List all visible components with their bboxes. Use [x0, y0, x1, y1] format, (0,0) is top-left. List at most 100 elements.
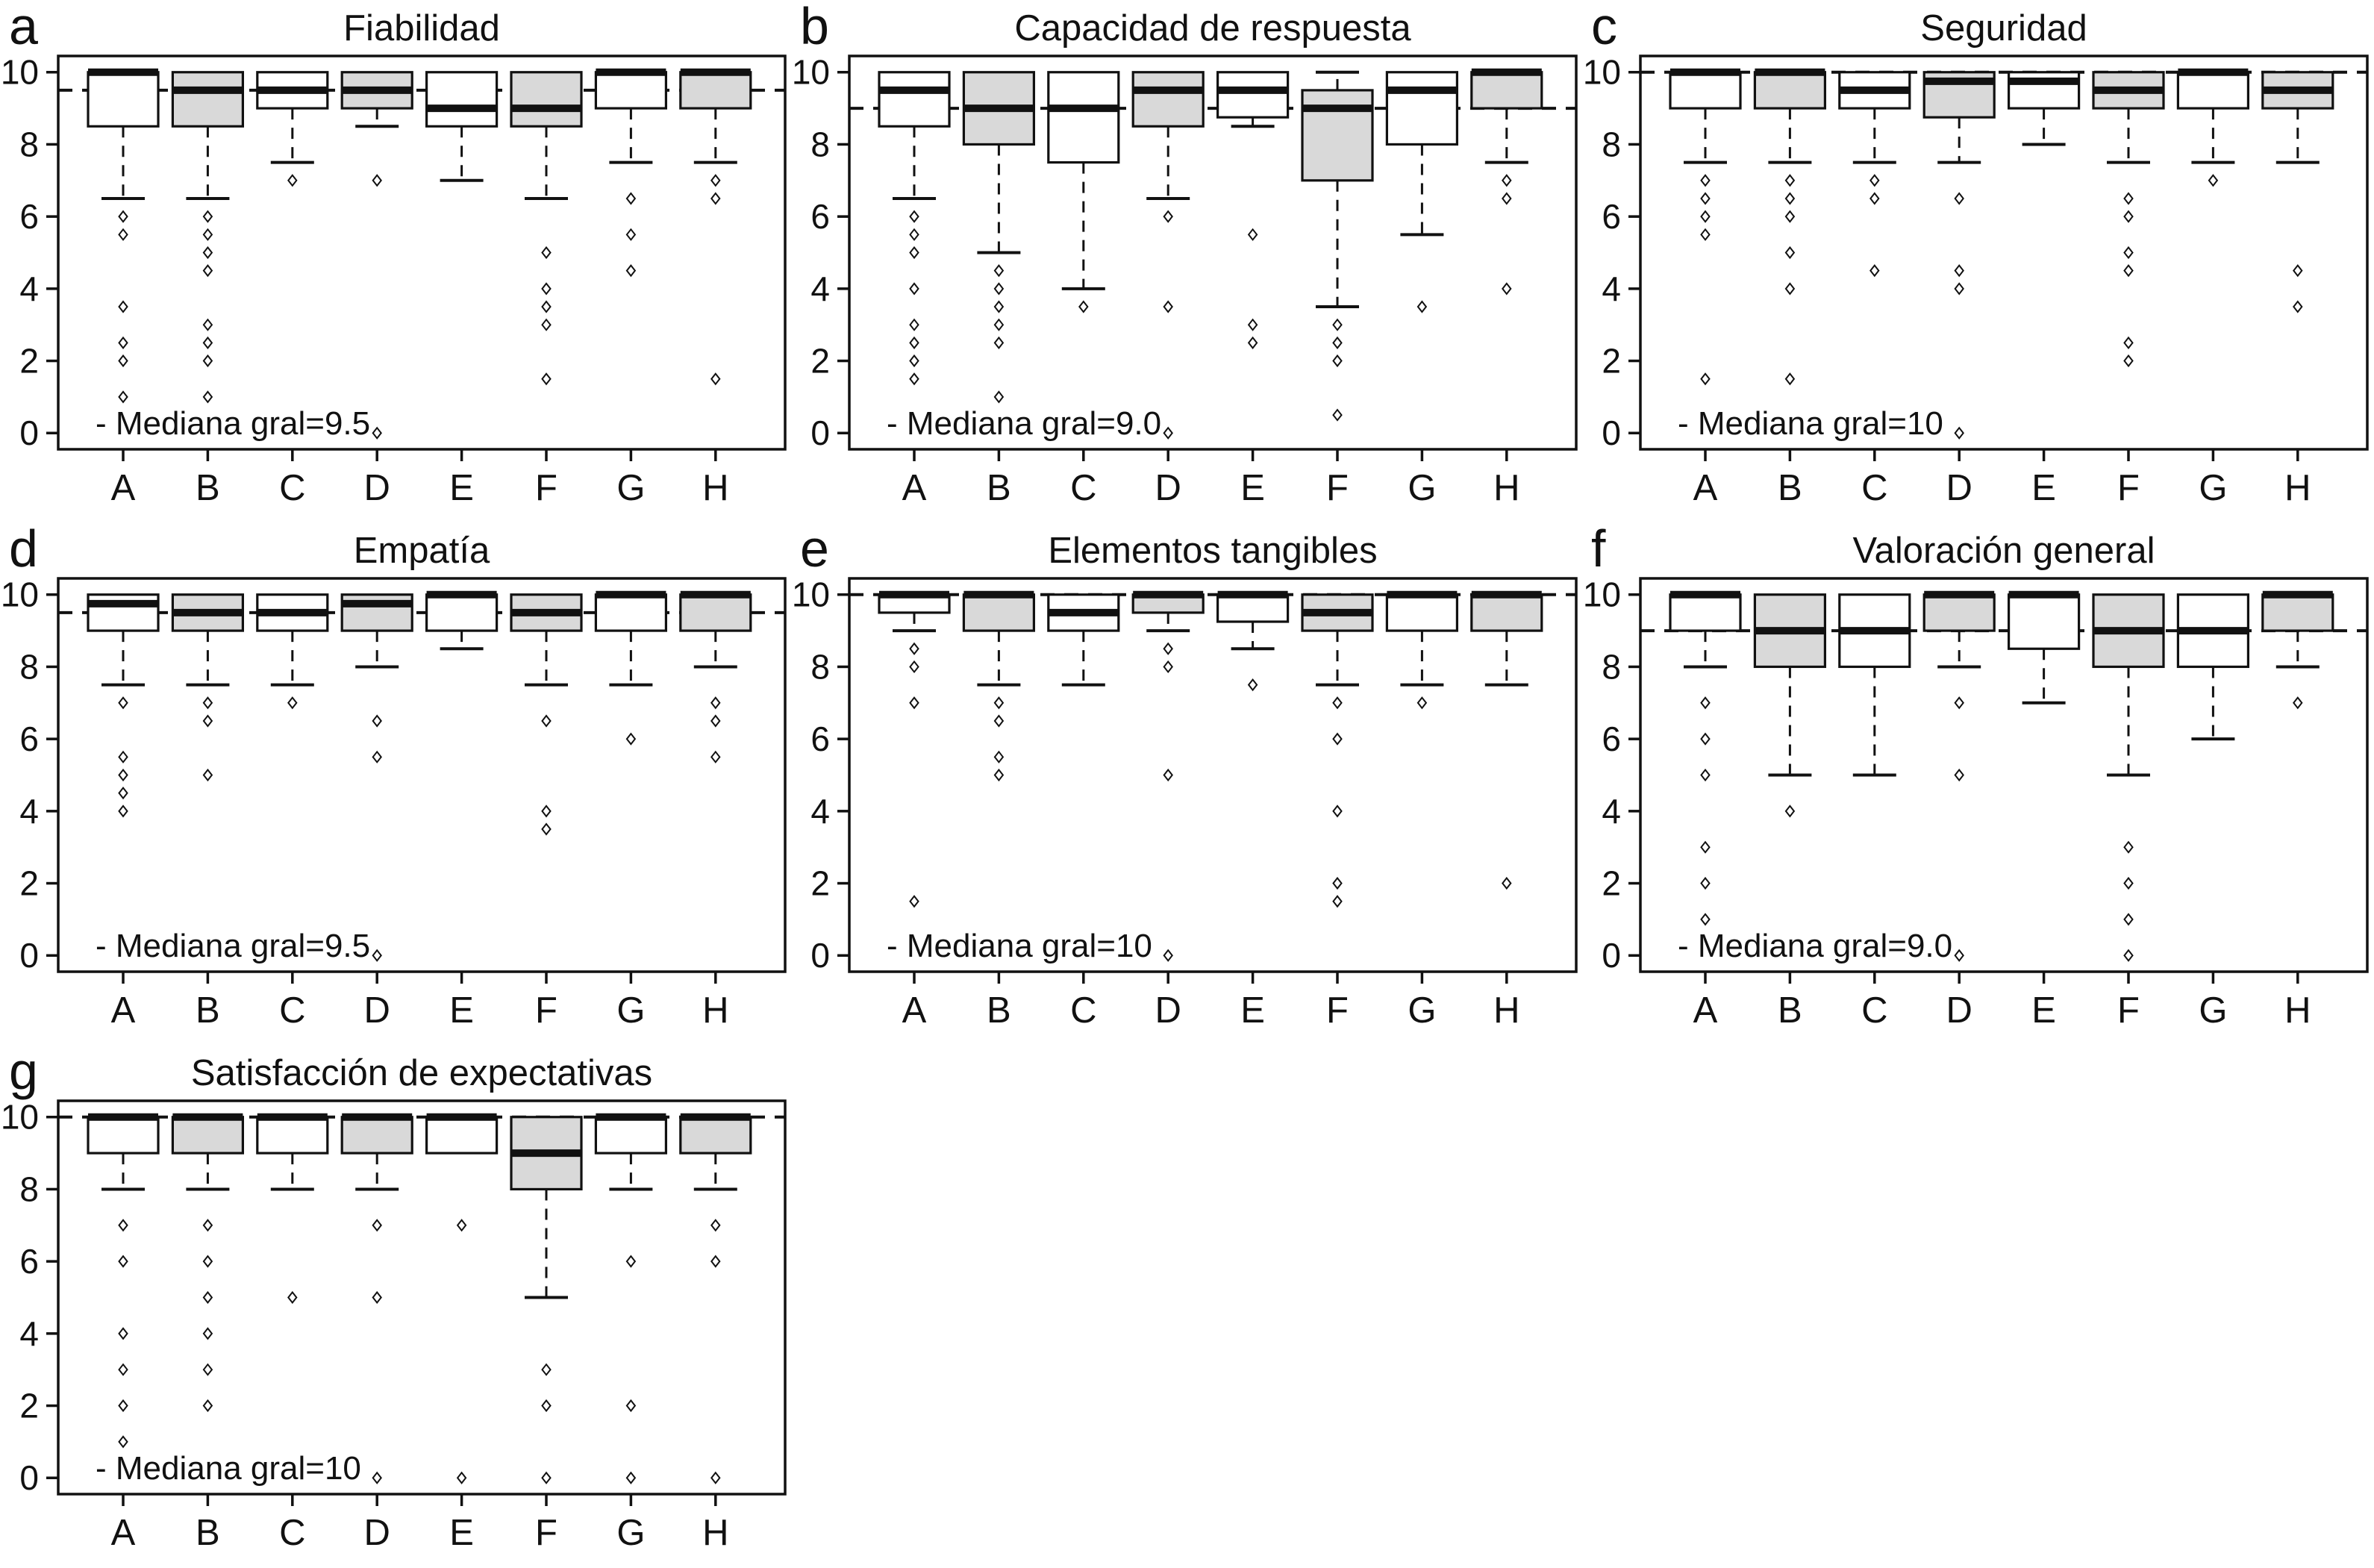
- boxplot-chart: 0 2 4 6 8 10 A B C D E F G H - Mediana gral=10: [1583, 53, 2369, 508]
- svg-text:0: 0: [19, 936, 39, 975]
- svg-text:D: D: [1946, 468, 1972, 508]
- svg-text:4: 4: [19, 1314, 39, 1353]
- svg-text:E: E: [449, 990, 474, 1031]
- boxplot-chart: 0 2 4 6 8 10 A B C D E F G H - Mediana gral=9.5: [1, 53, 787, 508]
- svg-text:A: A: [902, 468, 927, 508]
- svg-text:D: D: [1155, 990, 1181, 1031]
- svg-text:0: 0: [1602, 936, 1621, 975]
- svg-text:2: 2: [19, 1387, 39, 1425]
- svg-text:C: C: [279, 468, 305, 508]
- svg-text:0: 0: [810, 413, 830, 452]
- panel-e-elementos-tangibles: e Elementos tangibles 0 2 4 6 8 10 A B C D E F G H - M…: [791, 522, 1582, 1045]
- svg-text:10: 10: [1, 575, 39, 614]
- svg-text:E: E: [1240, 468, 1265, 508]
- svg-text:- Mediana gral=10: - Mediana gral=10: [1678, 405, 1943, 442]
- panel-title: Capacidad de respuesta: [1014, 8, 1411, 49]
- svg-text:H: H: [702, 1513, 728, 1553]
- panel-c-seguridad: c Seguridad 0 2 4 6 8 10 A B C D E F G H - Mediana gra…: [1582, 0, 2374, 522]
- svg-text:8: 8: [19, 1169, 39, 1208]
- svg-text:B: B: [196, 1513, 220, 1553]
- panel-letter: c: [1591, 0, 1617, 55]
- boxplot-chart: 0 2 4 6 8 10 A B C D E F G H - Mediana gral=10: [1, 1098, 787, 1553]
- svg-text:G: G: [1408, 468, 1436, 508]
- svg-text:F: F: [1326, 468, 1349, 508]
- svg-text:D: D: [364, 990, 390, 1031]
- svg-text:2: 2: [1602, 864, 1621, 903]
- svg-text:6: 6: [1602, 197, 1621, 236]
- svg-text:G: G: [616, 468, 645, 508]
- svg-text:6: 6: [810, 719, 830, 758]
- panel-title: Elementos tangibles: [1048, 531, 1378, 571]
- svg-text:10: 10: [1583, 53, 1621, 92]
- svg-text:F: F: [535, 468, 557, 508]
- svg-text:8: 8: [19, 125, 39, 163]
- svg-text:8: 8: [1602, 125, 1621, 163]
- svg-text:4: 4: [1602, 792, 1621, 831]
- boxplot-chart: 0 2 4 6 8 10 A B C D E F G H - Mediana gral=10: [792, 575, 1578, 1031]
- panel-letter: e: [800, 519, 829, 578]
- svg-text:6: 6: [19, 1242, 39, 1281]
- svg-text:4: 4: [810, 269, 830, 308]
- svg-text:0: 0: [810, 936, 830, 975]
- svg-text:- Mediana gral=9.5: - Mediana gral=9.5: [96, 928, 370, 964]
- svg-text:F: F: [535, 990, 557, 1031]
- empty-cell: [1582, 1045, 2374, 1568]
- svg-text:2: 2: [810, 864, 830, 903]
- svg-text:C: C: [1070, 990, 1096, 1031]
- svg-text:6: 6: [1602, 719, 1621, 758]
- svg-text:- Mediana gral=10: - Mediana gral=10: [96, 1450, 361, 1487]
- svg-text:A: A: [1693, 468, 1718, 508]
- svg-text:B: B: [196, 468, 220, 508]
- svg-text:4: 4: [1602, 269, 1621, 308]
- svg-text:H: H: [702, 990, 728, 1031]
- panel-title: Satisfacción de expectativas: [190, 1053, 653, 1093]
- svg-text:C: C: [279, 1513, 305, 1553]
- svg-text:10: 10: [792, 53, 830, 92]
- svg-text:8: 8: [1602, 647, 1621, 686]
- svg-text:G: G: [1408, 990, 1436, 1031]
- empty-cell: [791, 1045, 1582, 1568]
- svg-text:2: 2: [19, 342, 39, 381]
- svg-text:D: D: [1946, 990, 1972, 1031]
- svg-text:E: E: [449, 1513, 474, 1553]
- svg-text:F: F: [535, 1513, 557, 1553]
- svg-text:C: C: [1861, 990, 1887, 1031]
- svg-text:F: F: [1326, 990, 1349, 1031]
- svg-text:E: E: [1240, 990, 1265, 1031]
- svg-text:A: A: [111, 990, 136, 1031]
- panel-g-satisfaccion-de-expectativas: g Satisfacción de expectativas 0 2 4 6 8 10 A B…: [0, 1045, 791, 1568]
- panel-letter: d: [9, 519, 38, 578]
- svg-text:G: G: [2199, 990, 2227, 1031]
- svg-text:C: C: [279, 990, 305, 1031]
- svg-text:G: G: [2199, 468, 2227, 508]
- svg-text:D: D: [364, 468, 390, 508]
- svg-text:B: B: [987, 990, 1011, 1031]
- panel-letter: g: [9, 1042, 38, 1100]
- svg-text:2: 2: [1602, 342, 1621, 381]
- panel-title: Empatía: [353, 531, 490, 571]
- svg-text:A: A: [1693, 990, 1718, 1031]
- svg-text:- Mediana gral=9.0: - Mediana gral=9.0: [887, 405, 1161, 442]
- svg-text:4: 4: [810, 792, 830, 831]
- svg-text:8: 8: [810, 647, 830, 686]
- svg-text:E: E: [449, 468, 474, 508]
- svg-text:H: H: [2284, 468, 2311, 508]
- svg-text:10: 10: [1583, 575, 1621, 614]
- svg-text:0: 0: [19, 413, 39, 452]
- svg-text:E: E: [2031, 990, 2056, 1031]
- svg-text:0: 0: [19, 1458, 39, 1497]
- panel-letter: a: [9, 0, 38, 55]
- svg-text:10: 10: [1, 53, 39, 92]
- svg-text:F: F: [2117, 990, 2140, 1031]
- svg-text:6: 6: [19, 719, 39, 758]
- svg-text:A: A: [111, 1513, 136, 1553]
- svg-text:C: C: [1070, 468, 1096, 508]
- svg-text:- Mediana gral=9.0: - Mediana gral=9.0: [1678, 928, 1952, 964]
- svg-text:0: 0: [1602, 413, 1621, 452]
- svg-text:A: A: [902, 990, 927, 1031]
- svg-text:10: 10: [1, 1098, 39, 1137]
- panel-letter: f: [1591, 519, 1606, 578]
- svg-text:8: 8: [810, 125, 830, 163]
- svg-text:2: 2: [19, 864, 39, 903]
